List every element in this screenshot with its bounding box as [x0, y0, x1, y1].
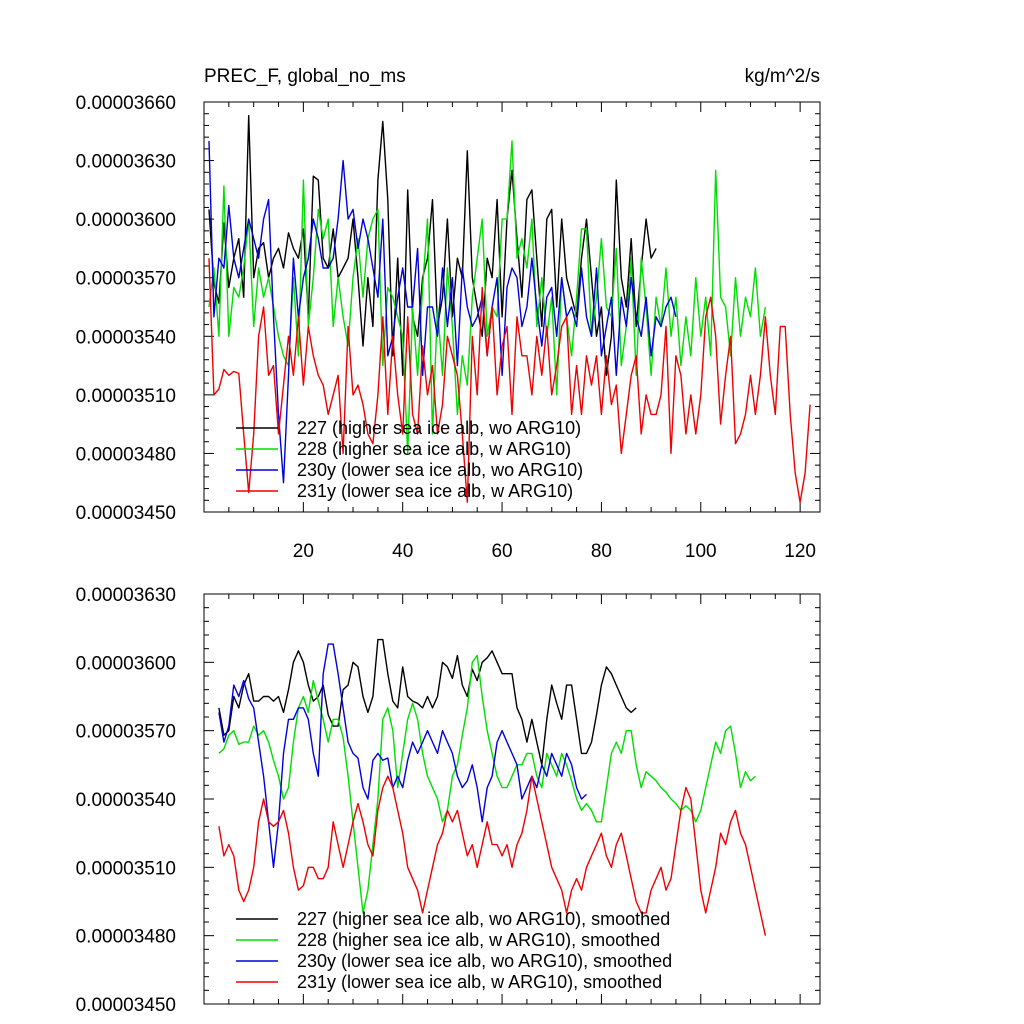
y-tick-label: 0.00003540	[76, 327, 176, 348]
x-tick-label: 100	[685, 541, 717, 562]
top-panel-ticks: 0.00003450 0.00003480 0.00003510 0.00003540…	[76, 93, 820, 562]
series-line-227	[208, 114, 657, 376]
bottom-panel-series	[218, 638, 767, 936]
x-tick-label: 40	[392, 541, 413, 562]
y-tick-label: 0.00003660	[76, 93, 176, 114]
legend-label-231y: 231y (lower sea ice alb, w ARG10), smoot…	[297, 972, 662, 992]
top-panel-title: PREC_F, global_no_ms	[204, 66, 406, 87]
y-tick-label: 0.00003450	[76, 995, 176, 1016]
bottom-panel-ticks: 0.00003450 0.00003480 0.00003510 0.00003540…	[76, 585, 820, 1016]
legend-label-230y: 230y (lower sea ice alb, wo ARG10), smoo…	[297, 951, 672, 971]
y-tick-label: 0.00003540	[76, 790, 176, 811]
y-tick-label: 0.00003570	[76, 722, 176, 743]
y-tick-label: 0.00003480	[76, 927, 176, 948]
y-tick-label: 0.00003600	[76, 653, 176, 674]
series-line-230y	[218, 643, 587, 868]
top-panel: PREC_F, global_no_ms kg/m^2/s 0.00003450…	[76, 66, 821, 562]
legend-label-230y: 230y (lower sea ice alb, wo ARG10)	[297, 460, 583, 480]
legend-label-227: 227 (higher sea ice alb, wo ARG10), smoo…	[297, 909, 670, 929]
series-line-228	[208, 140, 767, 455]
top-panel-series	[208, 114, 811, 503]
y-tick-label: 0.00003480	[76, 444, 176, 465]
y-tick-label: 0.00003510	[76, 386, 176, 407]
x-tick-label: 120	[784, 541, 816, 562]
legend-label-231y: 231y (lower sea ice alb, w ARG10)	[297, 481, 573, 501]
top-panel-legend: 227 (higher sea ice alb, wo ARG10)228 (h…	[236, 418, 583, 501]
top-panel-units: kg/m^2/s	[745, 66, 820, 87]
y-tick-label: 0.00003570	[76, 269, 176, 290]
series-line-230y	[208, 140, 677, 484]
bottom-panel-frame	[203, 593, 821, 1005]
x-tick-label: 60	[491, 541, 512, 562]
legend-label-228: 228 (higher sea ice alb, w ARG10)	[297, 439, 571, 459]
legend-label-227: 227 (higher sea ice alb, wo ARG10)	[297, 418, 581, 438]
y-tick-label: 0.00003510	[76, 858, 176, 879]
y-tick-label: 0.00003600	[76, 210, 176, 231]
y-tick-label: 0.00003630	[76, 152, 176, 173]
y-tick-label: 0.00003450	[76, 503, 176, 524]
series-line-231y	[208, 258, 811, 503]
y-tick-label: 0.00003630	[76, 585, 176, 606]
bottom-panel-legend: 227 (higher sea ice alb, wo ARG10), smoo…	[236, 909, 672, 992]
top-panel-frame	[203, 101, 821, 513]
series-line-227	[218, 638, 637, 766]
x-tick-label: 80	[591, 541, 612, 562]
legend-label-228: 228 (higher sea ice alb, w ARG10), smoot…	[297, 930, 660, 950]
series-line-231y	[218, 775, 767, 936]
series-line-228	[218, 654, 756, 914]
x-tick-label: 20	[293, 541, 314, 562]
bottom-panel: 0.00003450 0.00003480 0.00003510 0.00003540…	[76, 585, 821, 1016]
